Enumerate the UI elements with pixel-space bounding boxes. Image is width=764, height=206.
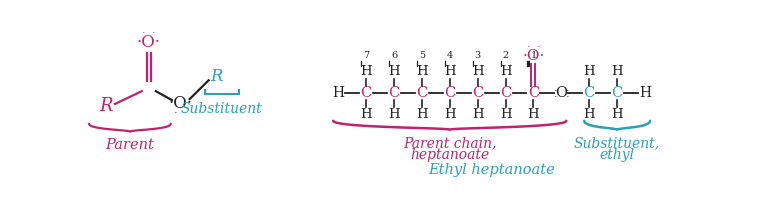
Text: C: C — [361, 86, 371, 100]
Text: ·: · — [565, 92, 569, 102]
Text: H: H — [611, 65, 623, 78]
Text: H: H — [388, 108, 400, 121]
Text: H: H — [500, 65, 511, 78]
Text: H: H — [332, 86, 344, 100]
Text: H: H — [500, 108, 511, 121]
Text: H: H — [361, 108, 372, 121]
Text: H: H — [528, 108, 539, 121]
Text: H: H — [416, 65, 428, 78]
Text: ·: · — [565, 86, 569, 96]
Text: H: H — [388, 65, 400, 78]
Text: H: H — [361, 65, 372, 78]
Text: ·: · — [174, 108, 177, 118]
Text: 7: 7 — [363, 51, 369, 60]
Text: H: H — [639, 86, 651, 100]
Text: ·O·: ·O· — [169, 95, 193, 111]
Text: ·: · — [536, 42, 540, 52]
Text: H: H — [611, 108, 623, 121]
Text: Parent chain,: Parent chain, — [403, 137, 497, 151]
Text: H: H — [472, 108, 484, 121]
Text: ·: · — [554, 86, 557, 96]
Text: Ethyl heptanoate: Ethyl heptanoate — [429, 163, 555, 177]
Text: H: H — [416, 108, 428, 121]
Text: C: C — [416, 86, 428, 100]
Text: C: C — [500, 86, 511, 100]
Text: ·: · — [554, 92, 557, 102]
Text: ·O·: ·O· — [137, 34, 161, 51]
Text: C: C — [584, 86, 595, 100]
Text: 5: 5 — [419, 51, 425, 60]
Text: C: C — [611, 86, 623, 100]
Text: H: H — [584, 108, 595, 121]
Text: 1: 1 — [530, 51, 536, 60]
Text: Parent: Parent — [105, 138, 154, 152]
Text: Substituent: Substituent — [181, 102, 263, 116]
Text: R: R — [99, 97, 113, 115]
Text: 2: 2 — [503, 51, 509, 60]
Text: O: O — [555, 86, 568, 100]
Text: H: H — [472, 65, 484, 78]
Text: R: R — [210, 68, 223, 85]
Text: Substituent,: Substituent, — [574, 137, 660, 151]
Text: C: C — [528, 86, 539, 100]
Text: ethyl: ethyl — [600, 148, 635, 162]
Text: ·: · — [142, 28, 146, 38]
Text: H: H — [584, 65, 595, 78]
Text: C: C — [388, 86, 400, 100]
Text: ·: · — [152, 28, 156, 38]
Text: ·O·: ·O· — [523, 49, 545, 63]
Text: 3: 3 — [474, 51, 481, 60]
Text: ·: · — [184, 108, 187, 118]
Text: C: C — [472, 86, 484, 100]
Text: heptanoate: heptanoate — [410, 148, 490, 162]
Text: 4: 4 — [447, 51, 453, 60]
Text: H: H — [444, 108, 455, 121]
Text: C: C — [444, 86, 455, 100]
Text: H: H — [444, 65, 455, 78]
Text: ·: · — [526, 42, 530, 52]
Text: 6: 6 — [391, 51, 397, 60]
